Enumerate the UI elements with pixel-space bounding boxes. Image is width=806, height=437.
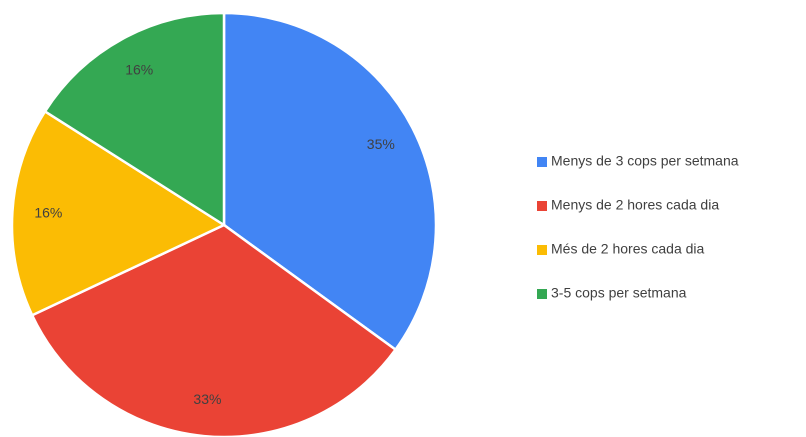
legend-label: Més de 2 hores cada dia xyxy=(551,241,705,257)
data-label: 33% xyxy=(193,391,221,407)
data-label: 16% xyxy=(34,205,62,221)
pie-slice xyxy=(30,223,398,437)
legend-label: Menys de 3 cops per setmana xyxy=(551,153,739,169)
legend-label: 3-5 cops per setmana xyxy=(551,285,687,301)
legend-label: Menys de 2 hores cada dia xyxy=(551,197,719,213)
pie-slice xyxy=(43,11,226,228)
data-label: 16% xyxy=(125,61,153,77)
pie-slice xyxy=(222,11,438,352)
legend-swatch xyxy=(537,157,547,167)
legend-swatch xyxy=(537,289,547,299)
data-label: 35% xyxy=(367,136,395,152)
pie-slice xyxy=(10,109,227,317)
legend-swatch xyxy=(537,245,547,255)
legend-swatch xyxy=(537,201,547,211)
